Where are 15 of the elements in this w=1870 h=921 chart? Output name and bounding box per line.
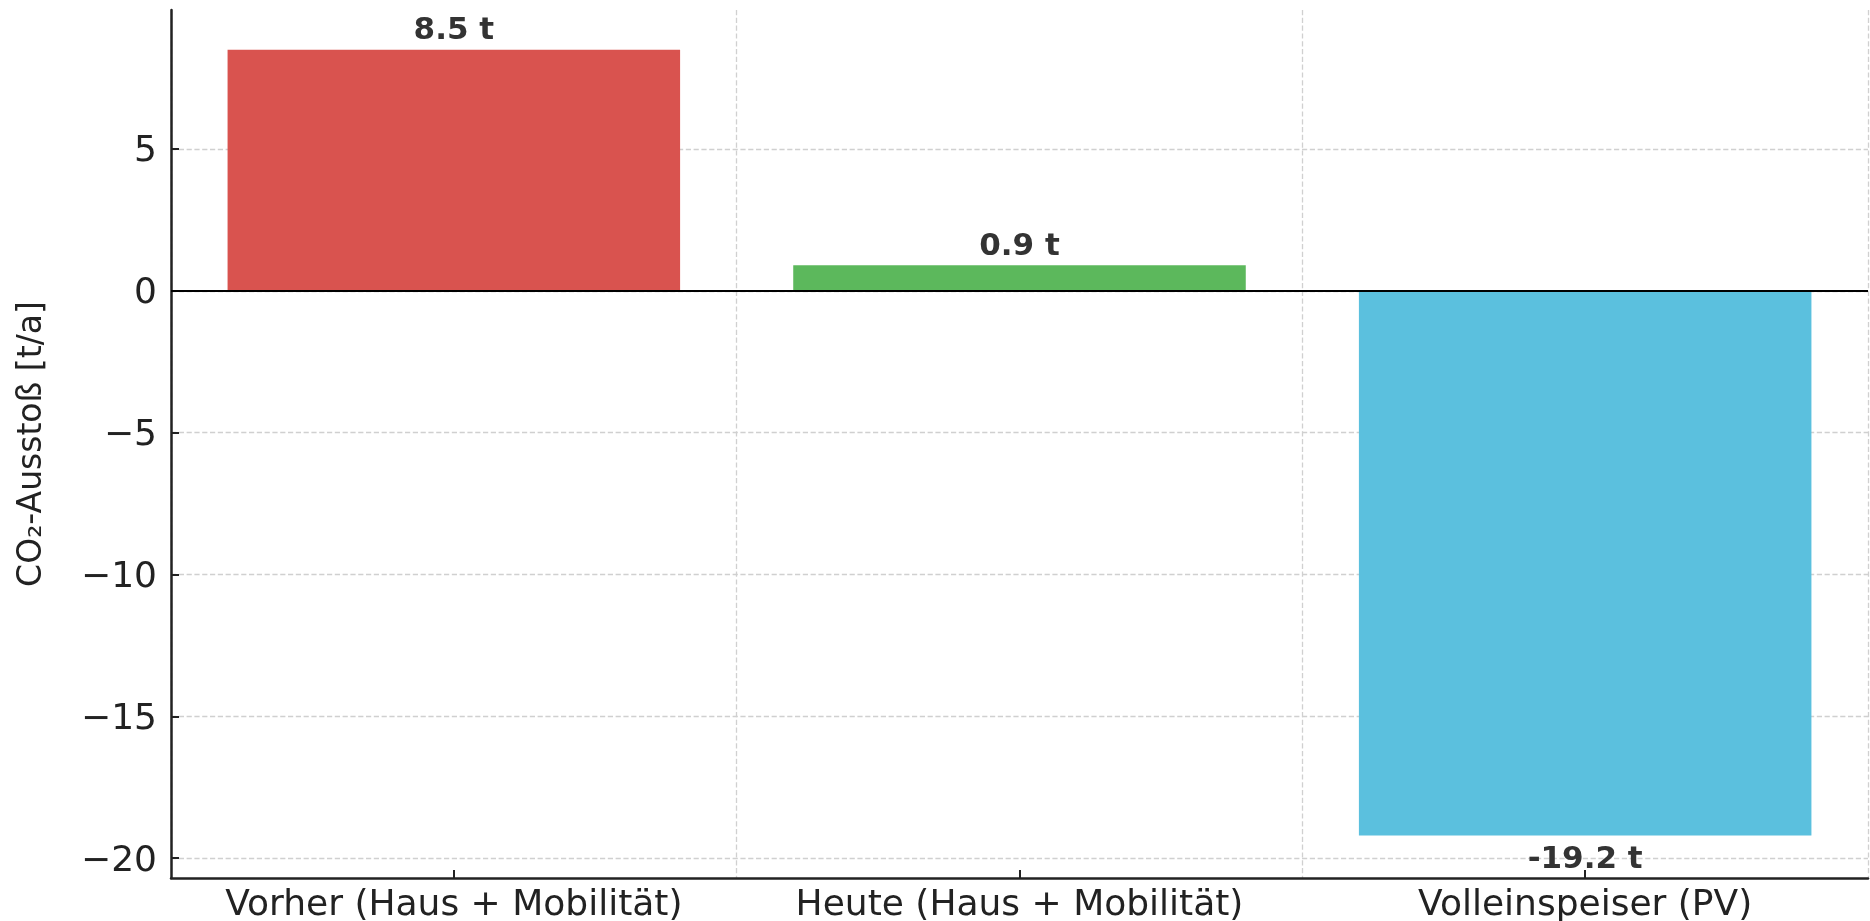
y-tick-label: −15 [81, 695, 157, 737]
y-tick-label: 0 [134, 270, 157, 312]
y-axis-title: CO₂-Ausstoß [t/a] [10, 301, 49, 587]
bar [1358, 290, 1812, 836]
data-label: -19.2 t [1527, 838, 1643, 875]
data-label: 0.9 t [979, 225, 1060, 262]
x-tick-label: Vorher (Haus + Mobilität) [225, 881, 683, 921]
data-label: 8.5 t [413, 10, 495, 47]
y-tick-label: −20 [81, 837, 157, 879]
y-tick-label: 5 [134, 128, 157, 170]
bar [793, 265, 1246, 291]
x-tick-label: Heute (Haus + Mobilität) [795, 881, 1244, 921]
bar [227, 49, 681, 291]
y-tick-label: −5 [103, 412, 157, 454]
y-tick-label: −10 [81, 553, 157, 595]
